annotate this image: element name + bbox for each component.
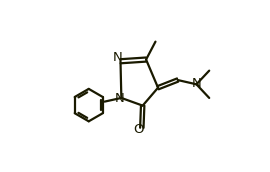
Text: O: O: [133, 123, 144, 136]
Text: N: N: [115, 92, 124, 105]
Text: N: N: [192, 77, 202, 90]
Text: N: N: [113, 51, 123, 64]
